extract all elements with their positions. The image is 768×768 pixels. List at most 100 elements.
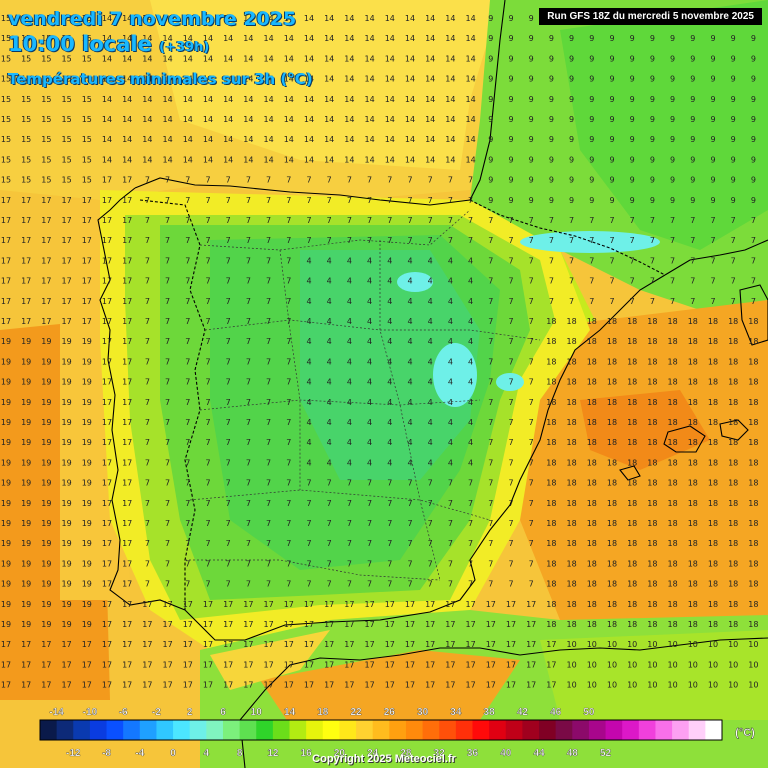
svg-text:7: 7 — [387, 216, 392, 225]
svg-text:10: 10 — [567, 660, 577, 669]
svg-text:7: 7 — [529, 337, 534, 346]
svg-text:18: 18 — [546, 357, 556, 366]
svg-text:4: 4 — [327, 418, 332, 427]
svg-text:7: 7 — [205, 438, 210, 447]
svg-text:10: 10 — [708, 660, 718, 669]
svg-text:18: 18 — [647, 398, 657, 407]
svg-text:17: 17 — [486, 620, 496, 629]
svg-text:17: 17 — [21, 196, 31, 205]
svg-text:7: 7 — [266, 317, 271, 326]
svg-text:9: 9 — [670, 54, 675, 63]
svg-text:14: 14 — [183, 54, 193, 63]
svg-text:14: 14 — [243, 155, 253, 164]
svg-text:7: 7 — [488, 418, 493, 427]
svg-text:15: 15 — [62, 135, 72, 144]
svg-text:7: 7 — [306, 559, 311, 568]
svg-text:4: 4 — [448, 398, 453, 407]
svg-text:10: 10 — [728, 640, 738, 649]
legend-bottom-label: 36 — [467, 748, 479, 759]
svg-text:19: 19 — [21, 519, 31, 528]
svg-text:14: 14 — [163, 95, 173, 104]
svg-text:17: 17 — [466, 660, 476, 669]
svg-text:14: 14 — [203, 95, 213, 104]
svg-text:9: 9 — [630, 176, 635, 185]
svg-text:9: 9 — [609, 176, 614, 185]
svg-text:7: 7 — [387, 499, 392, 508]
svg-text:7: 7 — [226, 216, 231, 225]
svg-text:7: 7 — [367, 236, 372, 245]
svg-text:7: 7 — [145, 398, 150, 407]
svg-text:7: 7 — [609, 236, 614, 245]
svg-text:17: 17 — [102, 277, 112, 286]
svg-text:7: 7 — [710, 277, 715, 286]
svg-text:19: 19 — [41, 499, 51, 508]
svg-text:7: 7 — [488, 357, 493, 366]
svg-text:18: 18 — [546, 580, 556, 589]
svg-text:14: 14 — [163, 14, 173, 23]
svg-text:18: 18 — [688, 337, 698, 346]
svg-text:18: 18 — [728, 438, 738, 447]
svg-text:4: 4 — [347, 357, 352, 366]
svg-text:7: 7 — [508, 580, 513, 589]
svg-text:7: 7 — [529, 398, 534, 407]
svg-text:17: 17 — [102, 640, 112, 649]
svg-text:15: 15 — [21, 155, 31, 164]
svg-text:19: 19 — [82, 398, 92, 407]
svg-text:14: 14 — [344, 155, 354, 164]
svg-text:18: 18 — [728, 378, 738, 387]
svg-text:18: 18 — [627, 580, 637, 589]
svg-text:18: 18 — [728, 580, 738, 589]
svg-text:14: 14 — [183, 75, 193, 84]
svg-text:17: 17 — [264, 600, 274, 609]
legend-swatch — [322, 720, 340, 740]
svg-text:17: 17 — [223, 600, 233, 609]
svg-text:10: 10 — [688, 660, 698, 669]
svg-text:18: 18 — [708, 438, 718, 447]
svg-text:9: 9 — [488, 54, 493, 63]
svg-text:7: 7 — [428, 559, 433, 568]
svg-text:19: 19 — [82, 438, 92, 447]
svg-text:17: 17 — [324, 640, 334, 649]
svg-text:17: 17 — [344, 640, 354, 649]
svg-text:7: 7 — [145, 559, 150, 568]
svg-text:7: 7 — [448, 499, 453, 508]
svg-text:7: 7 — [246, 499, 251, 508]
svg-text:15: 15 — [21, 75, 31, 84]
svg-text:9: 9 — [710, 95, 715, 104]
svg-text:7: 7 — [367, 499, 372, 508]
svg-text:17: 17 — [1, 216, 11, 225]
svg-text:17: 17 — [102, 580, 112, 589]
svg-text:7: 7 — [286, 317, 291, 326]
svg-text:9: 9 — [488, 115, 493, 124]
svg-text:18: 18 — [587, 580, 597, 589]
svg-text:9: 9 — [751, 75, 756, 84]
svg-text:18: 18 — [587, 559, 597, 568]
svg-text:9: 9 — [589, 34, 594, 43]
svg-text:18: 18 — [708, 337, 718, 346]
svg-text:14: 14 — [223, 75, 233, 84]
svg-text:7: 7 — [286, 559, 291, 568]
svg-text:14: 14 — [142, 34, 152, 43]
svg-text:7: 7 — [468, 216, 473, 225]
svg-text:4: 4 — [327, 256, 332, 265]
svg-text:17: 17 — [102, 337, 112, 346]
svg-text:7: 7 — [468, 559, 473, 568]
svg-text:14: 14 — [344, 14, 354, 23]
svg-text:14: 14 — [142, 95, 152, 104]
svg-text:18: 18 — [587, 458, 597, 467]
svg-text:14: 14 — [203, 135, 213, 144]
svg-text:18: 18 — [728, 337, 738, 346]
legend-swatch — [572, 720, 590, 740]
svg-text:14: 14 — [365, 115, 375, 124]
legend-swatch — [655, 720, 673, 740]
svg-text:18: 18 — [688, 559, 698, 568]
svg-text:15: 15 — [1, 115, 11, 124]
svg-text:14: 14 — [284, 135, 294, 144]
svg-text:17: 17 — [203, 640, 213, 649]
svg-text:7: 7 — [226, 398, 231, 407]
forecast-date: vendredi 7 novembre 2025 — [8, 8, 297, 30]
svg-text:7: 7 — [286, 580, 291, 589]
svg-text:14: 14 — [365, 75, 375, 84]
svg-text:19: 19 — [41, 620, 51, 629]
svg-text:19: 19 — [82, 620, 92, 629]
